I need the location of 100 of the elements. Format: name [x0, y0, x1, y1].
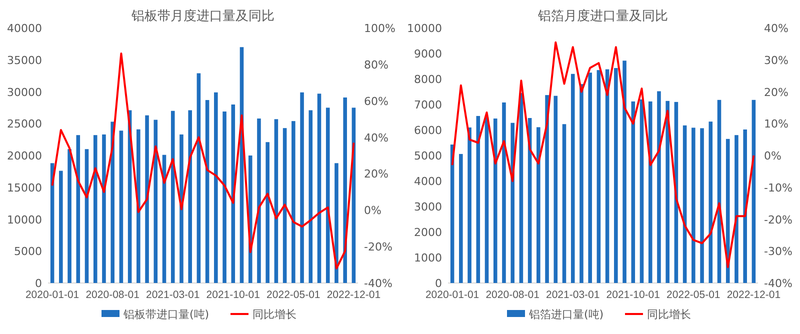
bar [588, 72, 592, 283]
bar [231, 104, 236, 283]
bar [300, 92, 304, 283]
bar [154, 120, 158, 283]
y2-tick-label: 60% [364, 94, 388, 108]
y-tick-label: 30000 [7, 86, 42, 99]
bar [188, 110, 192, 283]
y2-tick-label: 30% [764, 54, 788, 67]
bar [596, 70, 601, 283]
bar [545, 95, 549, 283]
bar [614, 68, 618, 283]
x-tick-label: 2020-01-01 [25, 289, 80, 301]
x-tick-label: 2021-10-01 [206, 289, 260, 301]
x-tick-label: 2020-01-01 [425, 289, 480, 301]
y2-tick-label: -40% [764, 277, 792, 290]
bar [743, 129, 747, 283]
y2-tick-label: 0% [364, 204, 382, 218]
y-tick-label: 25000 [7, 118, 42, 131]
bar [170, 110, 175, 283]
y-tick-label: 6000 [414, 124, 442, 137]
y-tick-label: 1000 [414, 252, 442, 264]
bar [692, 128, 696, 283]
bar [222, 112, 226, 283]
x-tick-label: 2021-03-01 [546, 289, 600, 301]
bar [292, 121, 296, 283]
bar [484, 117, 489, 283]
x-tick-label: 2022-12-01 [726, 289, 781, 301]
bar [631, 101, 636, 283]
bar [502, 102, 506, 283]
bar [468, 127, 472, 283]
bar [570, 74, 575, 283]
x-tick-label: 2022-05-01 [666, 289, 720, 301]
y2-tick-label: 10% [764, 118, 788, 131]
legend-label: 同比增长 [252, 308, 296, 321]
bar [493, 118, 498, 283]
bar [726, 138, 730, 283]
y2-tick-label: -10% [764, 181, 792, 194]
bar [205, 100, 210, 283]
bar [640, 99, 644, 283]
y-tick-label: 9000 [414, 48, 442, 60]
bar [666, 100, 670, 283]
bar [326, 108, 330, 283]
legend-label: 铝板带进口量(吨) [122, 308, 210, 321]
legend-label: 铝箔进口量(吨) [528, 308, 604, 321]
y-tick-label: 2000 [414, 226, 442, 239]
bar [334, 163, 338, 283]
bar [266, 142, 270, 283]
bar [59, 170, 63, 283]
bar [76, 135, 80, 283]
y-tick-label: 0 [35, 277, 42, 290]
y2-tick-label: 0% [764, 150, 782, 162]
y2-tick-label: -20% [364, 240, 392, 254]
bar [282, 128, 287, 283]
chart-title: 铝箔月度进口量及同比 [537, 8, 668, 24]
bar [214, 92, 218, 283]
bar [510, 122, 514, 283]
y-tick-label: 7000 [414, 98, 442, 112]
bar [622, 60, 626, 283]
bar [180, 134, 184, 283]
bar [554, 96, 558, 283]
bar [648, 101, 652, 283]
y2-tick-label: -30% [764, 245, 792, 258]
y-tick-label: 10000 [7, 213, 42, 226]
bar [136, 129, 140, 283]
bar [119, 130, 124, 283]
bar [700, 128, 704, 283]
y-tick-label: 35000 [7, 54, 42, 67]
y-tick-label: 3000 [414, 200, 442, 214]
bar [734, 135, 738, 283]
y-tick-label: 5000 [414, 150, 442, 162]
bar [657, 91, 661, 283]
bar [459, 154, 463, 283]
x-tick-label: 2020-08-01 [86, 289, 140, 301]
line-series [451, 41, 755, 268]
x-tick-label: 2022-12-01 [326, 289, 381, 301]
x-tick-label: 2020-08-01 [486, 289, 540, 301]
bar [145, 115, 149, 283]
bar [110, 122, 114, 283]
y-tick-label: 8000 [414, 73, 442, 86]
chart-title: 铝板带月度进口量及同比 [130, 8, 274, 24]
bar [562, 124, 566, 283]
y2-tick-label: 40% [764, 22, 788, 35]
y2-tick-label: 20% [364, 168, 388, 181]
bar [102, 134, 106, 283]
bar [93, 135, 98, 283]
bar [536, 127, 540, 283]
bar [274, 119, 278, 283]
bar [317, 94, 322, 283]
y2-tick-label: 80% [364, 58, 388, 72]
line-series [51, 52, 355, 270]
x-tick-label: 2021-10-01 [606, 289, 660, 301]
bar [68, 149, 72, 283]
y2-tick-label: -20% [764, 213, 792, 226]
bar [580, 84, 584, 283]
bar [257, 118, 261, 283]
bar [196, 73, 201, 283]
x-tick-label: 2021-03-01 [146, 289, 200, 301]
bar [308, 110, 313, 283]
y2-tick-label: 40% [364, 131, 388, 144]
y-tick-label: 10000 [407, 22, 442, 35]
